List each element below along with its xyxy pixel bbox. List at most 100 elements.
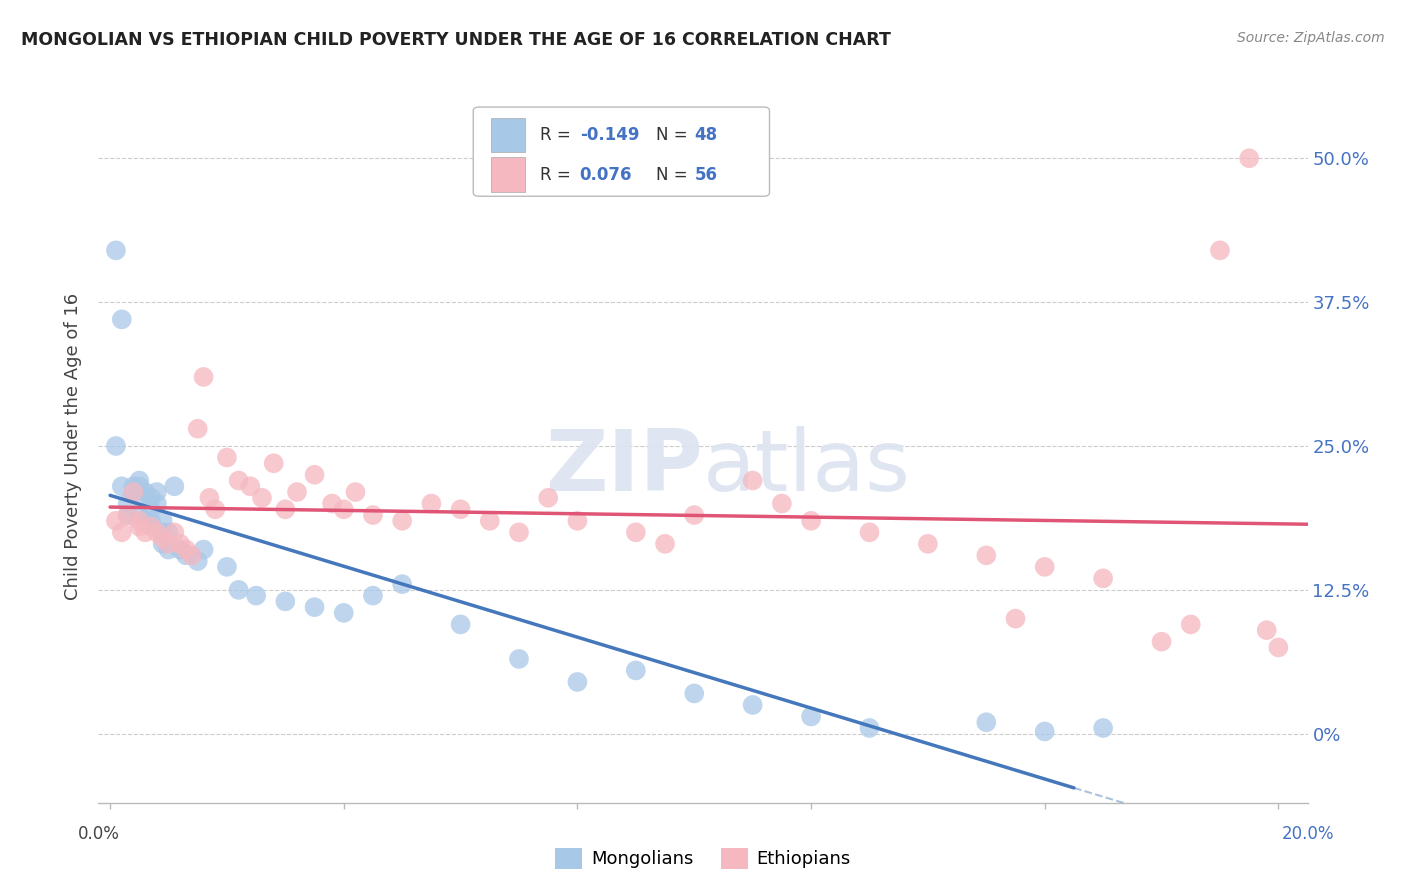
Point [193,370,215,384]
Point [391,577,413,591]
Point [1256,623,1278,637]
Point [1033,559,1056,574]
Point [128,479,150,493]
Point [152,531,174,545]
Point [152,525,174,540]
Point [1004,612,1026,626]
Point [104,514,127,528]
Point [122,485,145,500]
Point [800,514,823,528]
Text: ZIP: ZIP [546,425,703,509]
Point [117,497,139,511]
Point [139,519,162,533]
Point [169,537,191,551]
Point [274,594,297,608]
Point [344,485,367,500]
Point [858,721,880,735]
Point [332,502,354,516]
Point [111,479,134,493]
Point [917,537,939,551]
Point [128,514,150,528]
Point [163,479,186,493]
Y-axis label: Child Poverty Under the Age of 16: Child Poverty Under the Age of 16 [65,293,83,599]
Text: 48: 48 [695,127,717,145]
Point [139,502,162,516]
Point [146,485,169,500]
Point [215,450,238,465]
Point [128,474,150,488]
Text: R =: R = [540,127,576,145]
Text: N =: N = [655,166,693,184]
Point [800,709,823,723]
Point [263,456,285,470]
Point [332,606,354,620]
Text: N =: N = [655,127,693,145]
Point [157,542,180,557]
Point [111,525,134,540]
Point [624,664,647,678]
Text: R =: R = [540,166,576,184]
Point [450,617,472,632]
Point [250,491,273,505]
Point [134,525,156,540]
Point [128,508,150,522]
Point [361,508,384,522]
Text: 0.076: 0.076 [579,166,633,184]
Point [1033,724,1056,739]
Point [117,508,139,522]
Point [974,549,997,563]
Point [508,525,530,540]
Text: -0.149: -0.149 [579,127,640,145]
Point [139,514,162,528]
Point [1092,571,1115,585]
Legend: Mongolians, Ethiopians: Mongolians, Ethiopians [548,840,858,876]
Point [741,474,763,488]
Point [239,479,262,493]
Point [567,514,589,528]
Point [770,497,793,511]
Point [152,514,174,528]
Point [361,589,384,603]
Point [654,537,676,551]
Point [122,485,145,500]
Point [285,485,308,500]
FancyBboxPatch shape [474,107,769,196]
Point [683,508,706,522]
Point [174,549,197,563]
FancyBboxPatch shape [492,118,526,153]
Point [163,525,186,540]
Point [187,422,209,436]
Text: 0.0%: 0.0% [77,825,120,843]
Point [104,439,127,453]
Point [683,686,706,700]
Point [450,502,472,516]
Point [122,479,145,493]
Point [537,491,560,505]
Point [180,549,202,563]
Point [304,467,326,482]
Point [215,559,238,574]
Point [974,715,997,730]
Point [858,525,880,540]
Text: 56: 56 [695,166,717,184]
Point [128,519,150,533]
Point [1180,617,1202,632]
Point [508,652,530,666]
Point [1267,640,1289,655]
Point [1150,634,1173,648]
Point [204,502,226,516]
Point [104,244,127,258]
Point [391,514,413,528]
Point [193,542,215,557]
Point [187,554,209,568]
Point [174,542,197,557]
Text: Source: ZipAtlas.com: Source: ZipAtlas.com [1237,31,1385,45]
Point [1209,244,1232,258]
Point [157,537,180,551]
Point [198,491,221,505]
Text: 20.0%: 20.0% [1281,825,1334,843]
Point [111,312,134,326]
Point [1092,721,1115,735]
Text: atlas: atlas [703,425,911,509]
Point [152,537,174,551]
